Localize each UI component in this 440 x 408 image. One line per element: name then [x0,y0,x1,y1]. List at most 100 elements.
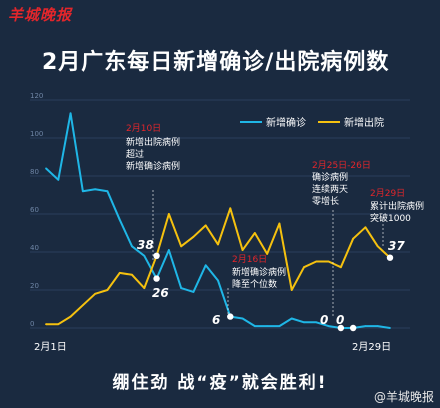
data-point-discharged-day-14 [204,224,207,227]
annotation-feb29-line1: 累计出院病例 [370,200,424,212]
highlight-point-confirmed-day-25 [337,324,345,332]
data-point-confirmed-day-13 [192,291,195,293]
y-axis-ticks: 0 20 40 60 80 100 120 [30,92,43,328]
value-label-discharged-feb29: 37 [388,239,405,253]
data-point-discharged-day-23 [315,260,318,263]
y-tick-label-120: 120 [30,92,43,100]
annotation-feb10-line2: 超过 [126,148,144,160]
y-tick-label-80: 80 [30,168,39,176]
data-point-discharged-day-19 [266,253,269,255]
slogan-banner: 绷住劲 战“疫”就会胜利! [112,373,328,393]
highlight-point-confirmed-day-10 [153,275,160,282]
data-point-confirmed-day-20 [278,325,281,327]
data-point-discharged-day-15 [217,243,219,246]
value-label-confirmed-feb25: 0 [320,313,328,327]
data-point-confirmed-day-1 [45,167,47,170]
value-label-confirmed-feb26: 0 [336,313,344,327]
value-label-confirmed-feb10: 26 [152,286,169,300]
data-point-confirmed-day-11 [167,249,170,252]
y-tick-label-100: 100 [30,130,43,138]
annotation-feb25-26: 2月25日-26日 确诊病例 连续两天 零增长 [312,160,371,318]
annotation-feb16-line2: 降至个位数 [232,278,277,290]
x-axis-start-label: 2月1日 [34,341,67,353]
data-point-discharged-day-3 [69,315,72,318]
data-point-confirmed-day-4 [81,190,84,193]
data-point-confirmed-day-9 [143,254,146,257]
legend-confirmed-label: 新增确诊 [266,116,306,129]
data-point-confirmed-day-29 [389,327,391,329]
data-point-discharged-day-24 [327,260,330,263]
data-point-discharged-day-22 [303,266,305,269]
data-point-discharged-day-20 [278,222,281,225]
data-point-discharged-day-13 [192,235,195,238]
data-point-discharged-day-5 [94,292,97,295]
highlight-point-confirmed-day-16 [227,313,234,320]
data-point-confirmed-day-19 [266,325,269,327]
annotation-feb29: 2月29日 累计出院病例 突破1000 [370,188,424,248]
brand-logo: 羊城晚报 [8,6,73,24]
data-point-confirmed-day-6 [106,190,109,193]
data-point-confirmed-day-21 [290,317,293,320]
chart-series [45,112,391,329]
x-axis-end-label: 2月29日 [352,341,391,353]
data-point-discharged-day-8 [131,273,133,276]
data-point-discharged-day-27 [364,226,367,229]
data-point-confirmed-day-5 [94,188,97,191]
data-point-confirmed-day-27 [364,325,367,327]
chart-grid [30,99,410,329]
data-point-discharged-day-17 [241,249,244,252]
annotation-feb16-line1: 新增确诊病例 [232,266,286,278]
series-line-confirmed [45,112,391,329]
data-point-confirmed-day-28 [376,325,379,327]
y-tick-label-0: 0 [30,320,34,328]
data-point-discharged-day-16 [229,207,232,210]
highlight-point-discharged-day-29 [386,254,394,261]
data-point-confirmed-day-18 [253,325,256,327]
data-point-confirmed-day-14 [204,264,207,267]
annotation-feb29-line2: 突破1000 [370,212,411,224]
data-point-discharged-day-6 [106,289,109,291]
data-point-discharged-day-9 [143,287,146,289]
data-point-confirmed-day-15 [217,279,219,282]
highlight-point-discharged-day-10 [153,252,160,259]
data-point-confirmed-day-2 [57,178,60,181]
annotation-feb25-date: 2月25日-26日 [312,160,371,171]
data-point-discharged-day-28 [376,245,379,248]
data-point-confirmed-day-24 [327,325,330,327]
data-point-confirmed-day-8 [131,245,133,248]
value-label-confirmed-feb16: 6 [212,313,220,327]
annotation-feb10-date: 2月10日 [126,123,161,134]
data-point-discharged-day-2 [57,323,60,326]
data-point-confirmed-day-7 [118,218,121,221]
series-line-discharged [46,207,391,326]
y-tick-label-60: 60 [30,206,39,214]
data-point-discharged-day-26 [352,237,355,240]
annotation-feb25-line2: 连续两天 [312,183,348,195]
annotation-feb29-date: 2月29日 [370,188,405,199]
value-label-discharged-feb10: 38 [137,238,154,252]
annotation-feb25-line3: 零增长 [312,195,339,207]
legend-discharged-label: 新增出院 [344,116,384,129]
annotation-feb25-line1: 确诊病例 [312,171,348,183]
data-point-discharged-day-4 [81,304,84,307]
data-point-confirmed-day-17 [241,317,244,320]
chart-legend: 新增确诊 新增出院 [240,116,384,129]
data-point-confirmed-day-22 [303,321,305,324]
data-point-discharged-day-1 [45,323,47,326]
annotation-feb16: 2月16日 新增确诊病例 降至个位数 [227,254,286,316]
data-point-confirmed-day-12 [180,287,183,289]
annotation-feb10: 2月10日 新增出院病例 超过 新增确诊病例 [126,123,180,260]
weibo-watermark: @羊城晚报 [373,390,434,404]
data-point-confirmed-day-3 [69,112,72,115]
chart-highlight-points [153,252,394,332]
data-point-discharged-day-18 [253,232,256,234]
annotation-feb16-date: 2月16日 [232,254,267,265]
data-point-confirmed-day-23 [315,321,318,324]
data-point-discharged-day-25 [339,266,342,269]
y-tick-label-40: 40 [30,244,39,252]
annotation-feb10-line1: 新增出院病例 [126,136,180,148]
data-point-discharged-day-21 [290,289,293,291]
y-tick-label-20: 20 [30,282,39,290]
highlight-point-confirmed-day-26 [349,324,357,332]
